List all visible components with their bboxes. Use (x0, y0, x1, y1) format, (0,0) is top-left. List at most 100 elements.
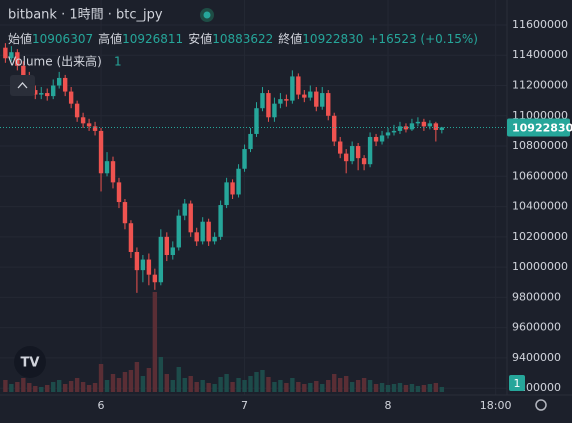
candle-body (194, 232, 199, 242)
volume-bar (218, 377, 223, 392)
candle-body (290, 76, 295, 101)
y-tick-label: 9800000 (512, 290, 561, 303)
y-tick-label: 11200000 (512, 79, 568, 92)
volume-bar (51, 382, 56, 392)
candle-body (15, 52, 20, 66)
candle-body (326, 93, 331, 116)
volume-bar (427, 384, 433, 392)
volume-bar (92, 383, 98, 392)
candle-body (80, 117, 86, 124)
candle-body (62, 77, 68, 92)
candle-body (45, 93, 50, 97)
volume-bar (314, 381, 319, 392)
ohlc-value: 10906307 (32, 32, 93, 46)
y-tick-label: 11400000 (512, 48, 568, 61)
volume-bar (260, 370, 265, 392)
candle-body (266, 93, 271, 118)
candle-body (104, 161, 110, 174)
candle-body (367, 136, 373, 165)
volume-bar (164, 374, 170, 392)
candle-body (92, 126, 98, 131)
volume-bar (74, 378, 80, 392)
volume-bar (367, 380, 373, 392)
candle-body (272, 103, 277, 118)
candle-body (146, 259, 152, 275)
volume-bar (188, 376, 193, 392)
volume-bar (146, 368, 152, 392)
candle-body (278, 99, 283, 104)
y-tick-label: 9600000 (512, 321, 561, 334)
ohlc-value: 10922830 (302, 32, 363, 46)
candle-body (218, 205, 223, 237)
logo[interactable] (14, 346, 46, 378)
volume-bar (278, 380, 283, 392)
volume-bar (182, 378, 187, 392)
candle-body (373, 136, 379, 142)
y-tick-label: 10400000 (512, 200, 568, 213)
volume-bar (343, 376, 349, 392)
chart-title: bitbank · 1時間 · btc_jpy (8, 8, 163, 23)
last-price-box (507, 118, 570, 137)
volume-bar (409, 384, 415, 392)
candle-body (409, 123, 415, 130)
candle-body (164, 236, 170, 256)
volume-bar (385, 385, 391, 392)
candle-body (361, 158, 367, 165)
volume-bar (45, 385, 50, 392)
volume-bar (122, 372, 128, 392)
candle-body (116, 182, 122, 203)
volume-bar (397, 383, 403, 392)
y-tick-label: 10600000 (512, 169, 568, 182)
volume-bar (296, 382, 301, 392)
candle-body (170, 247, 175, 256)
candle-body (9, 52, 14, 59)
collapse-icon (17, 82, 28, 89)
ohlc-value: 10883622 (212, 32, 273, 46)
ohlc-label: 安値 (188, 31, 212, 46)
settings-icon[interactable] (535, 399, 547, 411)
grid (0, 0, 507, 395)
candle-body (3, 47, 8, 59)
y-tick-label: 10800000 (512, 139, 568, 152)
volume-bar (116, 378, 122, 392)
y-tick-label: 9400000 (512, 351, 561, 364)
volume-bar (110, 374, 116, 392)
volume-bar (421, 385, 427, 392)
ohlc-value: 10926811 (122, 32, 183, 46)
candle-body (302, 94, 307, 98)
y-tick-label: 10200000 (512, 230, 568, 243)
candle-body (308, 91, 313, 98)
last-price-label: 10922830 (512, 121, 572, 134)
volume-bar (272, 382, 277, 392)
ohlc-label: 終値 (278, 31, 302, 46)
candle-body (51, 85, 56, 97)
volume-bar (33, 386, 38, 392)
volume-bar (439, 387, 445, 392)
volume-bar (230, 382, 235, 392)
candle-body (320, 93, 325, 107)
volume-label: Volume (出来高) (8, 54, 102, 69)
candle-body (236, 168, 241, 195)
volume-bar (391, 384, 397, 392)
volume-bar (373, 384, 379, 392)
collapse-button[interactable] (10, 75, 35, 96)
candle-body (182, 203, 187, 216)
volume-bar (254, 372, 259, 392)
candle-body (349, 146, 355, 162)
candle-body (242, 149, 247, 169)
y-tick-label: 10000000 (512, 260, 568, 273)
candle-body (343, 153, 349, 162)
volume-bar (326, 380, 331, 392)
candle-body (415, 121, 421, 124)
candle-body (110, 161, 116, 183)
volume-bar (266, 377, 271, 392)
volume-bar (361, 378, 367, 392)
candle-body (212, 236, 217, 242)
change: +16523 (+0.15%) (368, 32, 478, 46)
candle-body (439, 127, 445, 130)
candle-body (152, 274, 158, 283)
candle-body (86, 123, 92, 127)
candle-body (421, 121, 427, 127)
